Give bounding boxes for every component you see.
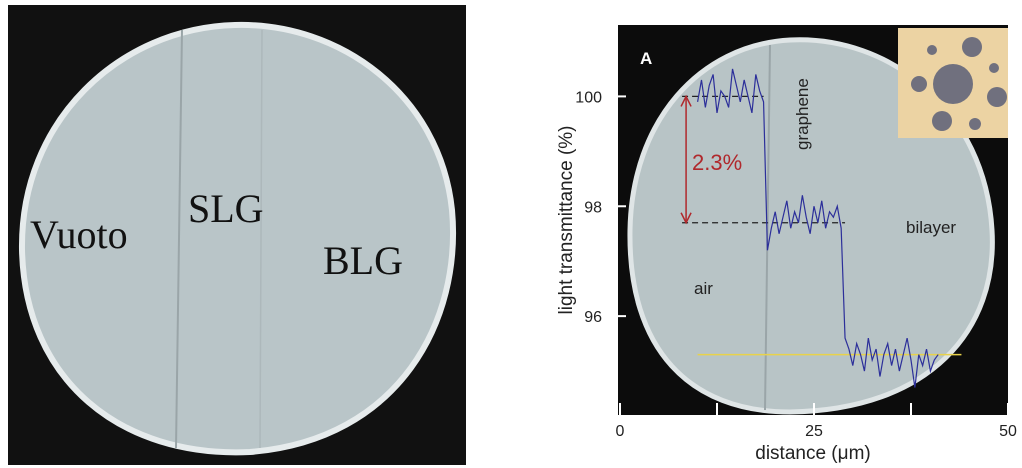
hole xyxy=(989,63,999,73)
annotation: air xyxy=(694,279,713,298)
edge-line xyxy=(175,29,183,449)
hole xyxy=(969,118,981,130)
x-tick-label: 0 xyxy=(616,423,625,440)
annotation: graphene xyxy=(793,78,812,150)
hole xyxy=(987,87,1007,107)
data-line xyxy=(697,68,939,388)
edge-line xyxy=(259,29,263,449)
annotation: bilayer xyxy=(906,218,956,237)
step-label: 2.3% xyxy=(692,150,742,175)
label: Vuoto xyxy=(30,212,128,257)
y-tick-label: 98 xyxy=(584,199,602,216)
hole xyxy=(962,37,982,57)
x-tick-label: 25 xyxy=(805,423,823,440)
y-axis-label: light transmittance (%) xyxy=(556,125,577,314)
membrane xyxy=(18,21,456,456)
y-tick-label: 96 xyxy=(584,309,602,326)
panel-label: A xyxy=(640,49,652,68)
x-axis-label: distance (μm) xyxy=(755,443,870,464)
hole xyxy=(933,64,973,104)
hole xyxy=(911,76,927,92)
hole xyxy=(932,111,952,131)
edge-line xyxy=(764,44,771,411)
inset xyxy=(898,28,1008,138)
label: SLG xyxy=(188,186,264,231)
arrow-head xyxy=(680,94,692,107)
arrow-head xyxy=(680,212,692,225)
hole xyxy=(927,45,937,55)
label: BLG xyxy=(323,238,403,283)
y-tick-label: 100 xyxy=(575,89,602,106)
x-tick-label: 50 xyxy=(999,423,1017,440)
